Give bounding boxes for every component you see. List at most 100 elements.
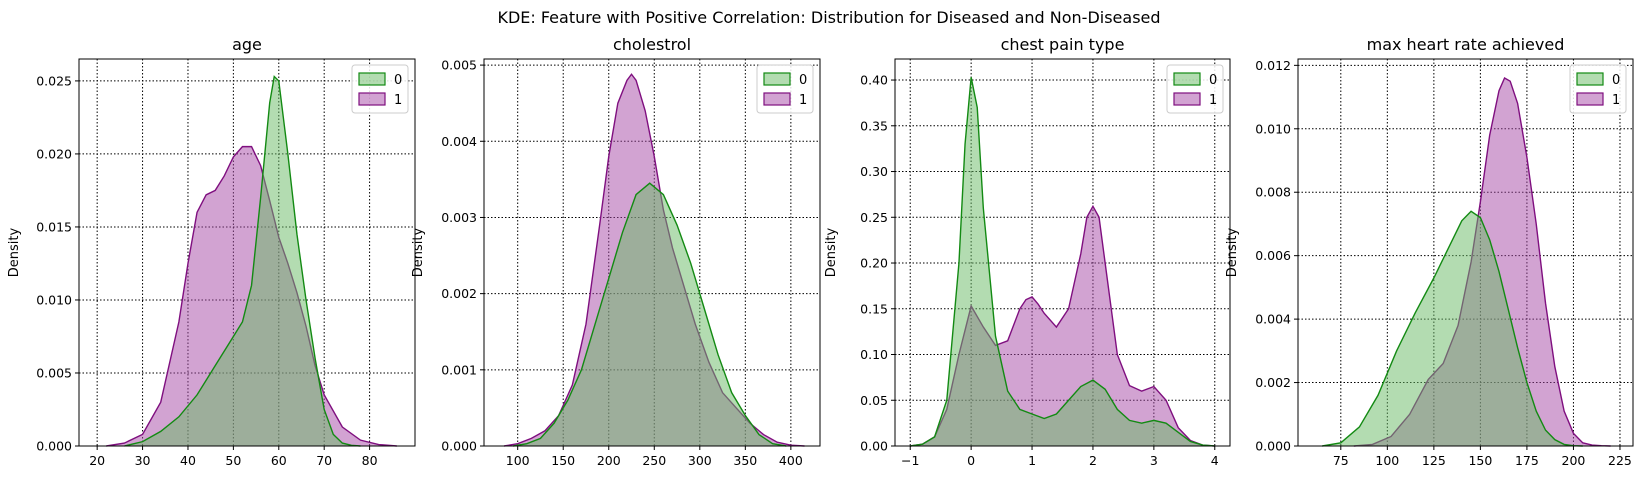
legend-swatch-0: [1576, 72, 1604, 86]
legend: 01: [756, 64, 814, 114]
x-tick-label: 150: [1468, 453, 1492, 468]
y-tick-label: 0.000: [36, 439, 72, 454]
legend-swatch-1: [1173, 92, 1201, 106]
legend-swatch-0: [763, 72, 791, 86]
y-tick-label: 0.00: [860, 439, 888, 454]
legend-label-0: 0: [1209, 73, 1217, 88]
y-tick-label: 0.002: [441, 286, 477, 301]
x-tick-label: 70: [316, 453, 332, 468]
panel-3: chest pain type−1 0 1 2 3 40.000.050.100.150.…: [824, 35, 1231, 468]
legend-swatch-0: [1173, 72, 1201, 86]
kde-line-0: [124, 75, 361, 447]
legend-swatch-1: [1576, 92, 1604, 106]
y-tick-label: 0.30: [860, 164, 888, 179]
y-tick-label: 0.004: [1255, 312, 1291, 327]
legend-label-0: 0: [799, 73, 807, 88]
y-axis-label: Density: [411, 227, 426, 277]
legend-label-0: 0: [1612, 73, 1620, 88]
y-tick-label: 0.006: [1255, 248, 1291, 263]
plot-title: chest pain type: [1001, 35, 1125, 54]
axes-frame: [78, 58, 416, 447]
legend-label-1: 1: [799, 93, 807, 108]
y-tick-label: 0.003: [441, 210, 477, 225]
kde-area-0: [910, 77, 1215, 447]
x-tick-label: 75: [1333, 453, 1349, 468]
y-tick-label: 0.40: [860, 73, 888, 88]
kde-line-0: [1322, 210, 1583, 447]
y-tick-label: 0.000: [441, 439, 477, 454]
x-tick-label: 1: [1028, 453, 1036, 468]
y-tick-label: 0.020: [36, 146, 72, 161]
x-tick-label: 3: [1150, 453, 1158, 468]
kde-area-0: [513, 183, 787, 446]
y-tick-label: 0.010: [1255, 121, 1291, 136]
plot-title: age: [232, 35, 262, 54]
kde-area-0: [1322, 211, 1583, 446]
legend-swatch-1: [763, 92, 791, 106]
y-tick-label: 0.005: [441, 58, 477, 73]
x-tick-label: 20: [89, 453, 105, 468]
legend-swatch-1: [358, 92, 386, 106]
x-tick-label: 2: [1089, 453, 1097, 468]
plot-title: cholestrol: [613, 35, 691, 54]
panel-2: cholestrol 100 150 200 250 300 350 400 0.000 0.00…: [411, 35, 821, 468]
x-tick-label: 250: [642, 453, 666, 468]
y-axis-label: Density: [824, 227, 839, 277]
y-tick-label: 0.10: [860, 347, 888, 362]
legend-label-1: 1: [1209, 93, 1217, 108]
y-tick-label: 0.05: [860, 393, 888, 408]
x-tick-label: 125: [1422, 453, 1446, 468]
legend: 01: [1569, 64, 1627, 114]
x-tick-label: 100: [506, 453, 530, 468]
plot-title: max heart rate achieved: [1367, 35, 1565, 54]
legend: 01: [1166, 64, 1224, 114]
x-tick-label: 40: [180, 453, 196, 468]
y-tick-label: 0.001: [441, 362, 477, 377]
legend-label-1: 1: [394, 93, 402, 108]
legend-label-1: 1: [1612, 93, 1620, 108]
legend: 01: [351, 64, 409, 114]
y-tick-label: 0.002: [1255, 375, 1291, 390]
legend-swatch-0: [358, 72, 386, 86]
x-tick-label: 30: [135, 453, 151, 468]
axes-frame: [894, 58, 1231, 447]
y-axis-label: Density: [1225, 227, 1240, 277]
axes-frame: [1297, 58, 1634, 447]
y-tick-label: 0.008: [1255, 185, 1291, 200]
x-tick-label: 175: [1515, 453, 1539, 468]
x-tick-label: 80: [362, 453, 378, 468]
y-tick-label: 0.35: [860, 118, 888, 133]
x-tick-label: 225: [1608, 453, 1632, 468]
kde-line-0: [910, 77, 1215, 447]
x-tick-label: 400: [779, 453, 803, 468]
x-tick-label: 200: [1562, 453, 1586, 468]
y-tick-label: 0.015: [36, 219, 72, 234]
y-tick-label: 0.20: [860, 256, 888, 271]
y-tick-label: 0.25: [860, 210, 888, 225]
y-tick-label: 0.025: [36, 73, 72, 88]
y-tick-label: 0.000: [1255, 439, 1291, 454]
kde-area-0: [124, 76, 361, 447]
figure-suptitle: KDE: Feature with Positive Correlation: …: [497, 8, 1160, 27]
kde-line-0: [513, 182, 787, 447]
x-tick-label: 60: [271, 453, 287, 468]
y-axis-label: Density: [7, 227, 22, 277]
legend-label-0: 0: [394, 73, 402, 88]
y-tick-label: 0.15: [860, 301, 888, 316]
x-tick-label: 50: [225, 453, 241, 468]
x-tick-label: −1: [901, 453, 919, 468]
y-tick-label: 0.004: [441, 134, 477, 149]
y-tick-label: 0.005: [36, 365, 72, 380]
x-tick-label: 0: [967, 453, 975, 468]
y-tick-label: 0.012: [1255, 58, 1291, 73]
kde-line-1: [106, 145, 397, 447]
x-tick-label: 150: [551, 453, 575, 468]
x-tick-label: 300: [688, 453, 712, 468]
axes-frame: [483, 58, 821, 447]
x-tick-label: 200: [597, 453, 621, 468]
x-tick-label: 350: [733, 453, 757, 468]
panel-4: max heart rate achieved 75 100 125 150 175 200…: [1225, 35, 1634, 468]
x-tick-label: 100: [1375, 453, 1399, 468]
panel-1: age 20 30 40 50 60 70 80 0.000 0.005 0.010 0.015 0.0…: [7, 35, 416, 468]
